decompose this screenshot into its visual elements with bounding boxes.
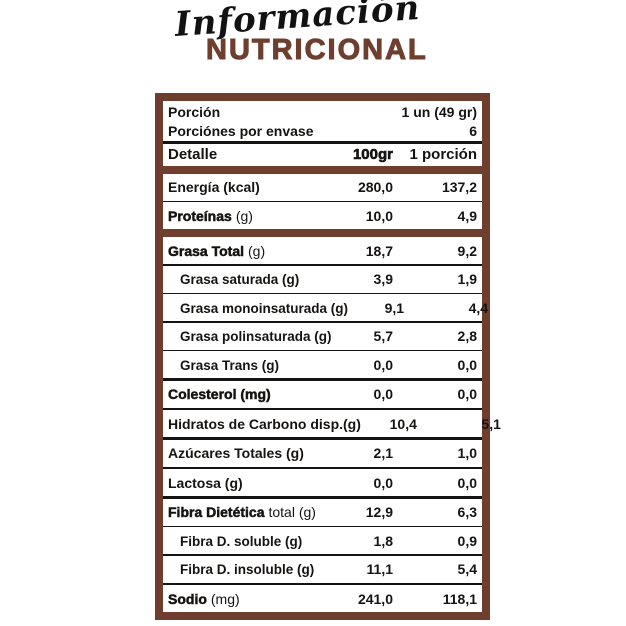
divider [163, 264, 482, 266]
table-row: Fibra D. insoluble (g) 11,1 5,4 [163, 556, 482, 583]
divider-bar [163, 165, 482, 174]
row-value-portion: 9,2 [457, 242, 477, 259]
row-value-100g: 280,0 [357, 179, 393, 195]
row-value-portion: 1,0 [457, 445, 477, 461]
divider [163, 292, 482, 294]
row-label: Azúcares Totales (g) [168, 445, 304, 461]
row-value-100g: 12,9 [365, 504, 393, 520]
table-row: Energía (kcal) 280,0 137,2 [163, 174, 482, 201]
table-row: Lactosa (g) 0,0 0,0 [163, 469, 482, 496]
row-label: Colesterol (mg) [168, 386, 271, 403]
row-value-portion: 0,0 [457, 474, 477, 491]
servings-per-pack-value: 6 [469, 122, 477, 139]
divider [163, 349, 482, 351]
row-value-portion: 4,4 [468, 299, 489, 316]
divider [163, 200, 482, 202]
divider [163, 525, 482, 527]
row-label: Hidratos de Carbono disp.(g) [168, 415, 361, 432]
table-row: Grasa polinsaturada (g) 5,7 2,8 [163, 323, 482, 350]
row-value-portion: 5,4 [457, 561, 477, 577]
row-value-100g: 0,0 [373, 356, 393, 373]
row-value-100g: 11,1 [366, 561, 393, 577]
row-value-100g: 0,0 [373, 386, 393, 402]
title-block: Información NUTRICIONAL [168, 0, 498, 66]
row-value-100g: 18,7 [365, 242, 393, 259]
servings-per-pack-label: Porciónes por envase [168, 122, 314, 139]
divider-bar [163, 229, 482, 237]
row-value-100g: 3,9 [373, 271, 393, 287]
header-1porcion: 1 porción [409, 146, 477, 163]
row-value-portion: 2,8 [457, 328, 477, 344]
header-detalle: Detalle [168, 146, 218, 163]
row-value-portion: 5,1 [481, 415, 501, 432]
row-label: Fibra D. insoluble (g) [180, 562, 315, 577]
table-row: Azúcares Totales (g) 2,1 1,0 [163, 440, 482, 467]
serving-size-value: 1 un (49 gr) [401, 103, 477, 120]
divider [163, 407, 482, 410]
row-label: Energía (kcal) [168, 179, 260, 195]
divider [163, 496, 482, 499]
row-label: Grasa monoinsaturada (g) [180, 300, 349, 316]
table-row: Sodio (mg) 241,0 118,1 [163, 585, 482, 612]
row-value-portion: 4,9 [457, 207, 477, 224]
header-100gr: 100gr [352, 146, 394, 164]
table-row: Grasa saturada (g) 3,9 1,9 [163, 266, 482, 293]
table-row: Grasa monoinsaturada (g) 9,1 4,4 [163, 294, 488, 321]
serving-size-label: Porción [168, 103, 221, 120]
row-label: Fibra D. soluble (g) [180, 533, 303, 549]
title-main: NUTRICIONAL [206, 34, 428, 66]
row-value-100g: 5,7 [373, 328, 393, 344]
row-label: Sodio (mg) [168, 590, 240, 607]
divider [163, 378, 482, 381]
table-row: Grasa Total (g) 18,7 9,2 [163, 237, 482, 264]
row-value-100g: 2,1 [373, 445, 393, 461]
table-row: Proteínas (g) 10,0 4,9 [163, 202, 482, 229]
row-value-100g: 9,1 [384, 299, 405, 316]
table-row: Fibra Dietética total (g) 12,9 6,3 [163, 499, 482, 526]
row-label: Grasa saturada (g) [180, 272, 300, 287]
serving-size-row: Porción 1 un (49 gr) [163, 103, 482, 122]
table-row: Grasa Trans (g) 0,0 0,0 [163, 351, 482, 378]
row-value-portion: 1,9 [457, 271, 477, 287]
row-value-portion: 6,3 [457, 504, 477, 520]
divider [163, 554, 482, 556]
servings-per-pack-row: Porciónes por envase 6 [163, 122, 482, 141]
divider [163, 141, 482, 144]
row-value-portion: 0,9 [457, 532, 477, 549]
nutrition-table: Porción 1 un (49 gr) Porciónes por envas… [155, 93, 501, 620]
row-value-portion: 0,0 [457, 356, 477, 373]
row-value-portion: 137,2 [441, 179, 477, 195]
row-value-100g: 241,0 [357, 590, 393, 607]
table-row: Hidratos de Carbono disp.(g) 10,4 5,1 [163, 410, 501, 437]
divider [163, 466, 482, 469]
divider [163, 437, 482, 440]
row-label: Proteínas (g) [168, 207, 253, 224]
divider [163, 321, 482, 323]
table-row: Fibra D. soluble (g) 1,8 0,9 [163, 527, 482, 554]
row-value-100g: 10,0 [365, 207, 393, 224]
column-header-row: Detalle 100gr 1 porción [163, 144, 482, 166]
row-value-portion: 118,1 [442, 590, 477, 607]
row-value-100g: 10,4 [389, 415, 417, 432]
row-label: Fibra Dietética total (g) [168, 504, 316, 521]
row-value-100g: 0,0 [373, 474, 393, 491]
row-value-portion: 0,0 [457, 386, 477, 402]
row-label: Lactosa (g) [168, 474, 243, 491]
table-body: Energía (kcal) 280,0 137,2 Proteínas (g) … [163, 174, 501, 613]
table-row: Colesterol (mg) 0,0 0,0 [163, 381, 482, 408]
row-label: Grasa Total (g) [168, 242, 266, 259]
row-label: Grasa polinsaturada (g) [180, 329, 332, 344]
row-label: Grasa Trans (g) [180, 357, 280, 373]
divider [163, 582, 482, 585]
row-value-100g: 1,8 [373, 532, 393, 549]
